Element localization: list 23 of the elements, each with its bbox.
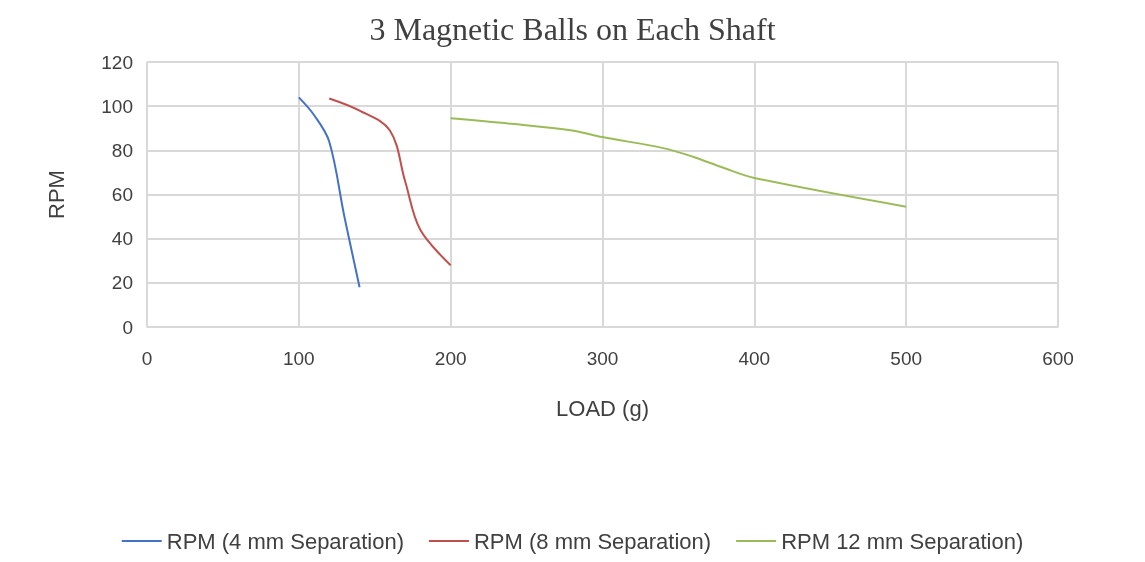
- line-series: [328, 97, 452, 267]
- y-tick-label: 100: [101, 95, 133, 117]
- line-series: [297, 96, 361, 289]
- x-tick-label: 600: [1042, 348, 1074, 369]
- x-tick-label: 400: [738, 348, 771, 369]
- x-tick-label: 500: [890, 348, 923, 369]
- y-tick-label: 60: [111, 184, 133, 205]
- y-tick-label: 40: [111, 228, 133, 250]
- y-tick-label: 0: [122, 316, 133, 338]
- legend-label: RPM (8 mm Separation): [473, 528, 712, 554]
- y-tick-label: 120: [101, 51, 133, 73]
- y-tick-label: 80: [111, 139, 133, 161]
- line-series: [449, 117, 908, 208]
- y-tick-label: 20: [111, 272, 133, 294]
- x-tick-label: 100: [282, 348, 315, 369]
- legend-label: RPM 12 mm Separation): [781, 528, 1024, 554]
- x-tick-label: 200: [434, 348, 467, 369]
- x-tick-label: 0: [141, 348, 153, 369]
- chart-title: 3 Magnetic Balls on Each Shaft: [369, 11, 776, 47]
- y-axis-title: RPM: [43, 170, 69, 219]
- x-axis-title: LOAD (g): [556, 395, 649, 421]
- x-tick-label: 300: [586, 348, 619, 369]
- legend-label: RPM (4 mm Separation): [166, 528, 404, 554]
